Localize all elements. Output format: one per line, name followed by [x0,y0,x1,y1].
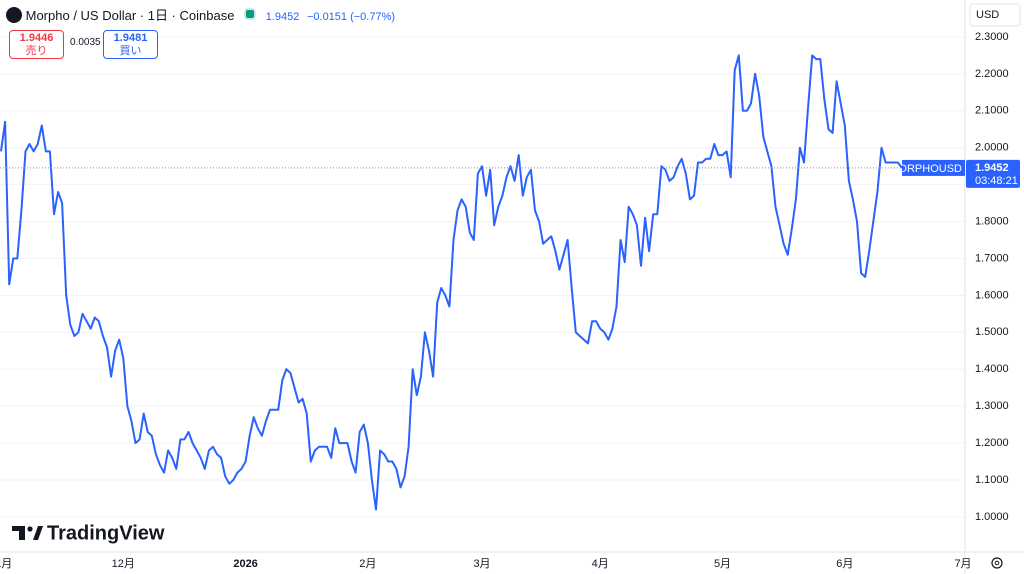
y-tick-label: 1.6000 [975,289,1009,301]
sell-label: 売り [25,45,48,57]
settings-icon[interactable] [991,557,1003,569]
currency-button[interactable] [969,3,1021,27]
countdown-label: 03:48:21 [975,175,1018,187]
y-tick-label: 2.0000 [975,142,1009,154]
logo-mark [19,526,25,540]
y-tick-label: 2.2000 [975,68,1009,80]
settings-icon-core [994,560,1000,566]
header-price: 1.9452 [265,11,300,23]
x-tick-label: 2月 [359,558,376,570]
x-tick-label: 3月 [473,558,490,570]
grid [0,36,965,518]
x-tick-label: 11月 [0,558,12,570]
header-change: −0.0151 (−0.77%) [306,11,396,23]
last-price-label: 1.9452 [975,162,1009,174]
y-tick-label: 1.1000 [975,474,1009,486]
buy-button[interactable]: 1.9481 買い [103,30,158,59]
y-tick-label: 1.3000 [975,400,1009,412]
currency: USD [976,9,999,21]
logo-text: TradingView [47,522,165,544]
buy-label: 買い [119,45,142,57]
spread: 0.0035 [70,37,101,48]
header: Morpho / US Dollar · 1日 · Coinbase 1.945… [6,5,395,24]
y-tick-label: 1.2000 [975,437,1009,449]
buy-price: 1.9481 [113,32,148,44]
x-tick-label: 4月 [592,558,609,570]
symbol-icon [6,7,22,23]
y-tick-label: 1.7000 [975,252,1009,264]
x-tick-label: 7月 [954,558,971,570]
y-tick-label: 1.0000 [975,511,1009,523]
symbol-tag-label: MORPHOUSD [889,163,962,175]
y-tick-label: 1.4000 [975,363,1009,375]
y-tick-label: 1.8000 [975,215,1009,227]
sell-button[interactable]: 1.9446 売り [9,30,64,59]
market-status [244,8,257,20]
price-line [0,54,903,511]
x-tick-label: 6月 [836,558,853,570]
axes: 1.0000 1.1000 1.2000 1.3000 1.4000 1.5000 1.60… [0,31,1009,570]
x-tick-label: 2026 [233,558,257,570]
y-tick-label: 1.5000 [975,326,1009,338]
last-price-box [966,159,1020,188]
logo-mark [27,526,33,532]
symbol-title: Morpho / US Dollar · 1日 · Coinbase [25,8,235,23]
logo: TradingView [12,522,165,544]
symbol-tag [902,159,965,176]
plot-area [0,54,965,511]
sell-price: 1.9446 [19,32,54,44]
x-tick-label: 12月 [112,558,135,570]
logo-mark [33,526,43,540]
logo-mark [12,526,25,531]
y-tick-label: 2.3000 [975,31,1009,43]
y-tick-label: 2.1000 [975,105,1009,117]
x-tick-label: 5月 [714,558,731,570]
